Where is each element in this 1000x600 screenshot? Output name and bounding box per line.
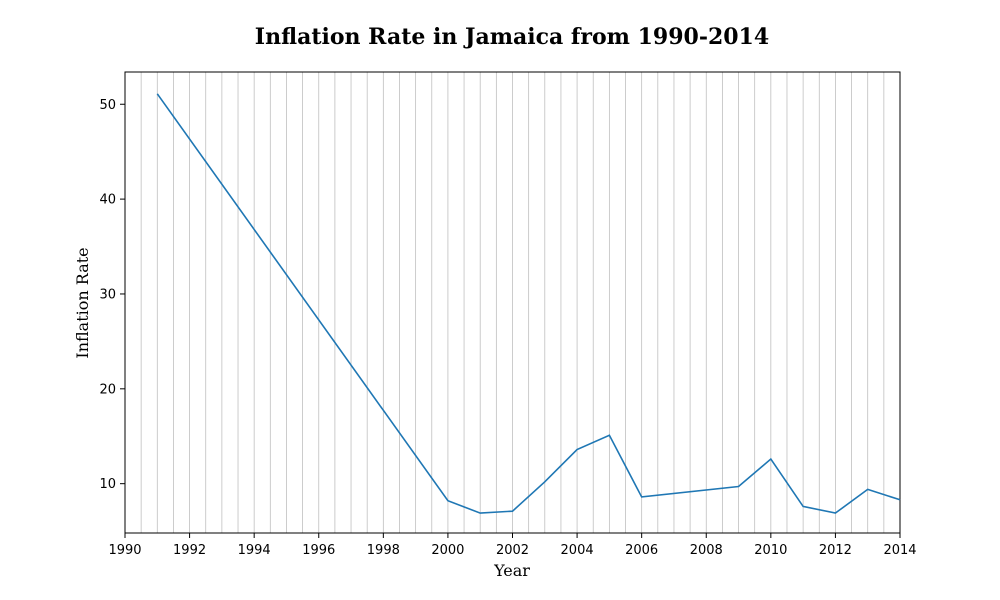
x-tick-label: 1998 [367, 543, 400, 558]
x-tick-label: 1990 [108, 543, 141, 558]
y-tick-label: 10 [99, 477, 116, 492]
grid-lines [124, 72, 901, 533]
x-tick-label: 2000 [431, 543, 464, 558]
y-tick-label: 30 [99, 287, 116, 302]
x-tick-label: 1992 [173, 543, 206, 558]
x-tick-label: 2008 [690, 543, 723, 558]
y-axis: 10 20 30 40 50 [99, 98, 125, 492]
x-tick-label: 1994 [238, 543, 271, 558]
y-axis-label: Inflation Rate [73, 247, 92, 358]
x-tick-label: 2004 [561, 543, 594, 558]
y-tick-label: 20 [99, 382, 116, 397]
x-tick-label: 1996 [302, 543, 335, 558]
y-tick-label: 40 [99, 193, 116, 208]
x-tick-label: 2012 [819, 543, 852, 558]
chart-title: Inflation Rate in Jamaica from 1990-2014 [255, 24, 769, 50]
x-axis-label: Year [493, 561, 530, 580]
series-line-inflation [156, 93, 901, 514]
x-axis: 1990 1992 1994 1996 1998 2000 2002 2004 2006 2008… [108, 533, 917, 558]
x-tick-label: 2002 [496, 543, 529, 558]
x-tick-label: 2014 [883, 543, 916, 558]
y-tick-label: 50 [99, 98, 116, 113]
x-tick-label: 2010 [754, 543, 787, 558]
x-tick-label: 2006 [625, 543, 658, 558]
